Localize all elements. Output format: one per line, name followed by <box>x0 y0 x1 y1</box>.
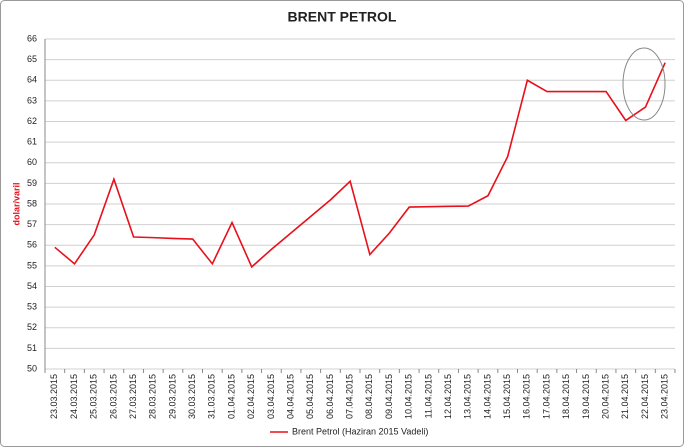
y-tick-label: 55 <box>27 260 37 270</box>
y-tick-label: 57 <box>27 219 37 229</box>
y-tick-label: 66 <box>27 33 37 43</box>
x-tick-label: 13.04.2015 <box>463 374 473 419</box>
y-tick-label: 56 <box>27 240 37 250</box>
y-tick-label: 58 <box>27 198 37 208</box>
y-tick-label: 51 <box>27 343 37 353</box>
x-tick-label: 30.03.2015 <box>187 374 197 419</box>
x-tick-label: 03.04.2015 <box>266 374 276 419</box>
x-tick-label: 21.04.2015 <box>620 374 630 419</box>
x-tick-label: 23.03.2015 <box>49 374 59 419</box>
x-tick-label: 22.04.2015 <box>640 374 650 419</box>
x-tick-label: 11.04.2015 <box>423 374 433 418</box>
x-tick-label: 20.04.2015 <box>600 374 610 419</box>
x-tick-label: 23.04.2015 <box>660 374 670 419</box>
y-tick-label: 61 <box>27 137 37 147</box>
plot-area: 50 51 52 53 54 55 56 57 58 59 60 61 62 63 64 65 66 23.03.… <box>27 33 676 436</box>
x-tick-label: 18.04.2015 <box>561 374 571 419</box>
x-tick-label: 04.04.2015 <box>285 374 295 419</box>
y-tick-label: 63 <box>27 95 37 105</box>
x-tick-label: 09.04.2015 <box>384 374 394 419</box>
x-tick-label: 29.03.2015 <box>167 374 177 419</box>
legend-label: Brent Petrol (Haziran 2015 Vadeli) <box>292 426 428 436</box>
y-tick-label: 50 <box>27 363 37 373</box>
x-tick-label: 02.04.2015 <box>246 374 256 419</box>
y-tick-label: 60 <box>27 157 37 167</box>
x-tick-label: 26.03.2015 <box>108 374 118 419</box>
x-tick-label: 27.03.2015 <box>128 374 138 419</box>
y-tick-label: 59 <box>27 178 37 188</box>
y-tick-label: 54 <box>27 281 37 291</box>
y-tick-label: 53 <box>27 302 37 312</box>
x-tick-label: 07.04.2015 <box>345 374 355 419</box>
x-tick-label: 19.04.2015 <box>581 374 591 419</box>
x-tick-label: 17.04.2015 <box>541 374 551 419</box>
x-tick-label: 01.04.2015 <box>226 374 236 419</box>
x-tick-label: 05.04.2015 <box>305 374 315 419</box>
chart-title: BRENT PETROL <box>288 9 397 25</box>
y-tick-label: 52 <box>27 322 37 332</box>
x-tick-label: 28.03.2015 <box>148 374 158 419</box>
x-tick-label: 08.04.2015 <box>364 374 374 419</box>
y-axis-label: dolar/varil <box>11 182 21 225</box>
x-tick-label: 25.03.2015 <box>89 374 99 419</box>
x-tick-label: 06.04.2015 <box>325 374 335 419</box>
y-tick-label: 64 <box>27 75 37 85</box>
y-tick-label: 65 <box>27 54 37 64</box>
x-tick-label: 15.04.2015 <box>502 374 512 419</box>
highlight-ellipse <box>622 47 666 121</box>
x-tick-label: 24.03.2015 <box>69 374 79 419</box>
data-line <box>54 62 666 269</box>
x-tick-label: 12.04.2015 <box>443 374 453 419</box>
x-tick-label: 31.03.2015 <box>207 374 217 419</box>
x-tick-label: 10.04.2015 <box>404 374 414 419</box>
x-tick-label: 14.04.2015 <box>482 374 492 419</box>
x-tick-label: 16.04.2015 <box>522 374 532 419</box>
y-tick-label: 62 <box>27 116 37 126</box>
